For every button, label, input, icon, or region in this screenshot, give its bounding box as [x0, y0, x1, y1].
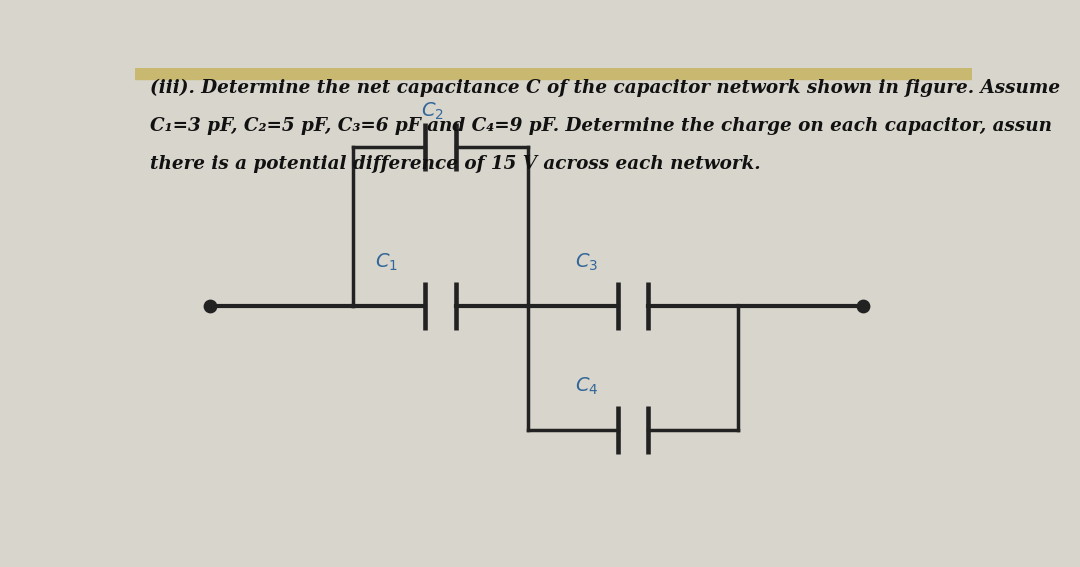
Text: there is a potential difference of 15 V across each network.: there is a potential difference of 15 V …: [150, 155, 760, 174]
Text: C₁=3 pF, C₂=5 pF, C₃=6 pF and C₄=9 pF. Determine the charge on each capacitor, a: C₁=3 pF, C₂=5 pF, C₃=6 pF and C₄=9 pF. D…: [150, 117, 1052, 135]
Text: $C_1$: $C_1$: [375, 252, 397, 273]
Point: [202, 302, 219, 311]
Text: $C_3$: $C_3$: [576, 252, 598, 273]
Text: (iii). Determine the net capacitance C of the capacitor network shown in figure.: (iii). Determine the net capacitance C o…: [150, 79, 1061, 97]
Text: $C_2$: $C_2$: [421, 101, 444, 122]
Text: $C_4$: $C_4$: [576, 376, 598, 397]
Bar: [135, 68, 972, 79]
Point: [854, 302, 872, 311]
